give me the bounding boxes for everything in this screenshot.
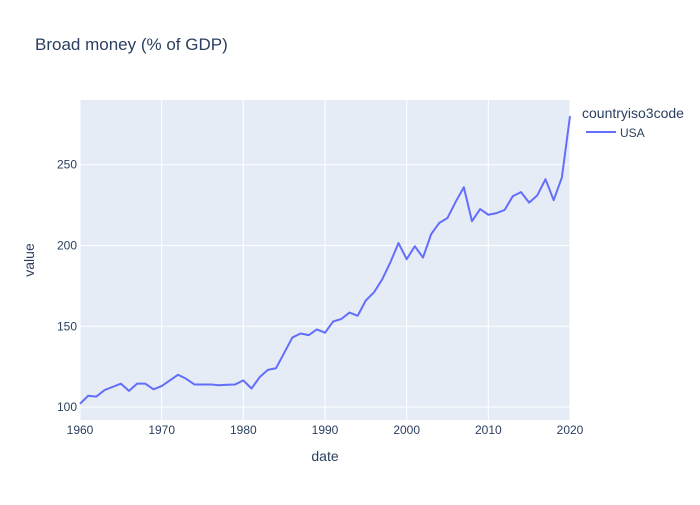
x-tick-label-1990: 1990 — [312, 423, 339, 437]
y-axis-title: value — [21, 243, 37, 277]
y-tick-label-100: 100 — [57, 400, 77, 414]
y-tick-labels: 100 150 200 250 — [57, 158, 77, 414]
y-tick-label-200: 200 — [57, 238, 77, 252]
x-tick-label-1980: 1980 — [230, 423, 257, 437]
series-layer — [79, 116, 571, 405]
x-tick-labels: 1960 1970 1980 1990 2000 2010 2020 — [67, 423, 584, 437]
x-tick-label-2000: 2000 — [393, 423, 420, 437]
x-tick-label-2020: 2020 — [557, 423, 584, 437]
legend-label-usa[interactable]: USA — [620, 126, 645, 140]
y-gridlines — [80, 164, 570, 408]
x-gridlines — [79, 100, 571, 420]
chart-title: Broad money (% of GDP) — [35, 35, 228, 54]
x-tick-label-1960: 1960 — [67, 423, 94, 437]
y-tick-label-250: 250 — [57, 158, 77, 172]
y-tick-label-150: 150 — [57, 319, 77, 333]
legend[interactable]: countryiso3code USA — [582, 105, 684, 140]
x-tick-label-1970: 1970 — [148, 423, 175, 437]
x-tick-label-2010: 2010 — [475, 423, 502, 437]
series-line-usa[interactable] — [79, 116, 571, 405]
x-axis-title: date — [311, 448, 338, 464]
legend-title: countryiso3code — [582, 105, 684, 121]
